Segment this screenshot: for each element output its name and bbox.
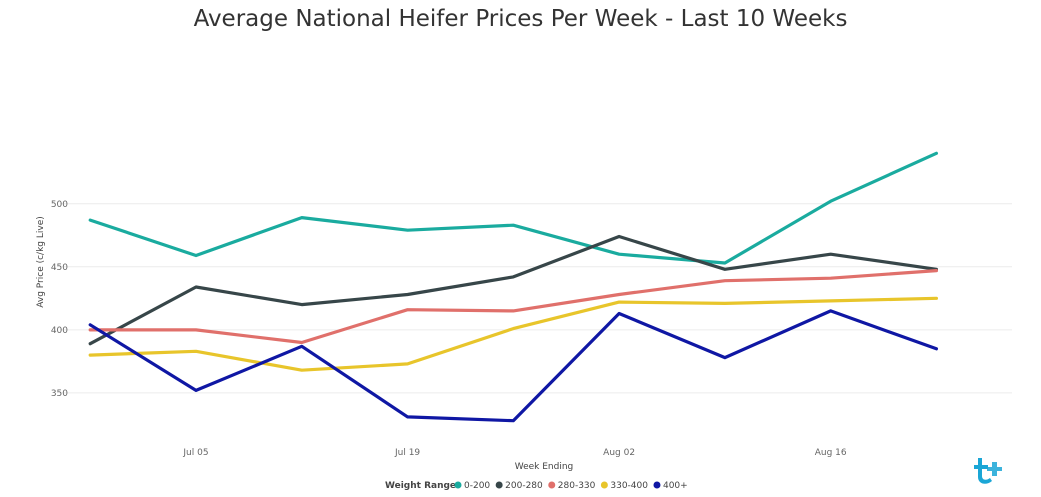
legend-marker [454,481,462,489]
legend-item-label: 400+ [663,481,688,491]
legend-marker [600,481,608,489]
legend-marker [653,481,661,489]
x-axis-ticks: Jul 05 Jul 19 Aug 02 Aug 16 [182,448,846,458]
y-tick-label: 400 [51,326,68,336]
series-line-400+ [88,309,939,423]
legend-item-label: 330-400 [610,481,648,491]
legend-title: Weight Range [385,481,456,491]
series-line-280-330 [88,269,939,345]
y-tick-label: 450 [51,263,68,273]
x-tick-label: Jul 05 [182,448,208,458]
x-axis-label: Week Ending [515,462,574,472]
legend-marker [495,481,503,489]
series-lines [88,151,939,423]
legend-item-label: 200-280 [505,481,543,491]
x-tick-label: Aug 16 [815,448,847,458]
brand-logo-icon [974,458,1002,484]
legend-item-label: 0-200 [464,481,490,491]
series-line-0-200 [88,151,939,265]
chart-title: Average National Heifer Prices Per Week … [193,6,848,32]
series-line-200-280 [88,234,939,346]
legend: Weight Range 0-200 200-280 280-330 330-400 4… [385,481,688,491]
legend-marker [548,481,556,489]
series-line-330-400 [88,296,939,372]
y-tick-label: 350 [51,389,68,399]
y-axis-ticks: 350 400 450 500 [51,200,68,399]
legend-item-label: 280-330 [558,481,596,491]
y-tick-label: 500 [51,200,68,210]
x-tick-label: Aug 02 [603,448,635,458]
y-axis-label: Avg Price (c/kg Live) [36,216,46,308]
x-tick-label: Jul 19 [394,448,420,458]
